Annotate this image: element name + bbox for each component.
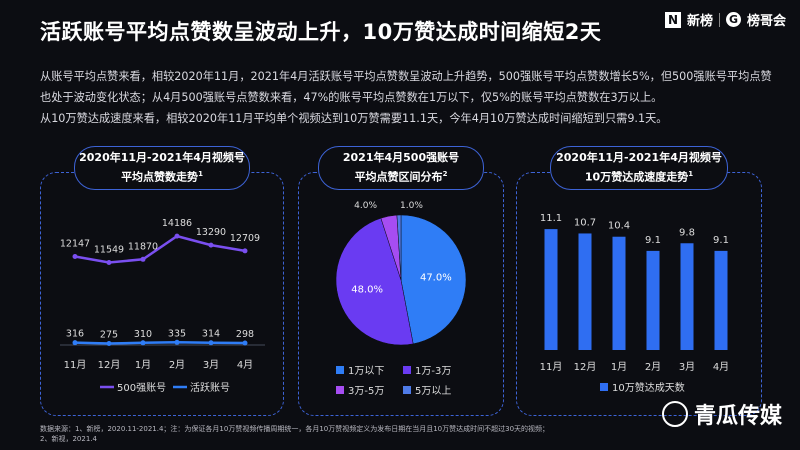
right-title-line1: 2020年11月-2021年4月视频号: [556, 151, 722, 165]
middle-chart-title: 2021年4月500强账号 平均点赞区间分布2: [318, 146, 484, 190]
footer-source-note: 数据来源：1、新榜，2020.11-2021.4；注：为保证各月10万赞视频传播…: [40, 425, 550, 443]
left-title-footnote: 1: [198, 170, 203, 179]
series-active-data-label: 310: [134, 329, 152, 340]
bar-x-tick-label: 2月: [645, 361, 661, 373]
series-500-point: [106, 260, 112, 266]
series-active-line: [74, 341, 246, 345]
series-500-line: [74, 234, 246, 264]
bar-data-label: 9.1: [713, 235, 729, 246]
bar-chart: 11.1 11月 10.7 12月 10.4 1月 9.1 2月 9.8 3月 9.1 4月 10万赞达…: [540, 213, 730, 394]
bar: [646, 250, 660, 350]
bar-data-label: 10.4: [608, 221, 630, 232]
mid-title-footnote: 2: [442, 170, 448, 179]
series-active-data-label: 314: [202, 329, 220, 340]
bar: [612, 236, 626, 350]
series-active-data-label: 275: [100, 330, 118, 341]
brand2-label: 榜哥会: [746, 14, 786, 29]
pie-legend-label: 5万以上: [415, 385, 451, 397]
line-x-tick-label: 1月: [135, 359, 151, 371]
bar-x-tick-label: 11月: [540, 361, 563, 373]
bar-x-tick-label: 1月: [611, 361, 627, 373]
series-500-point: [242, 248, 248, 254]
bangehui-logo-icon: G: [725, 12, 741, 27]
series-500-data-label: 11870: [128, 241, 158, 252]
line-chart: 11月 12月 1月 2月 3月 4月 12147 11549 11870 14186 13290 1…: [60, 218, 265, 394]
series-active-point: [106, 341, 112, 346]
line-x-tick-label: 2月: [169, 359, 185, 371]
bar: [578, 233, 592, 350]
series-500-data-label: 13290: [196, 227, 226, 238]
pie-data-label: 4.0%: [354, 201, 377, 211]
left-title-line1: 2020年11月-2021年4月视频号: [79, 151, 245, 165]
bar-data-label: 9.8: [679, 227, 695, 238]
line-x-tick-label: 4月: [237, 359, 253, 371]
series-500-data-label: 11549: [94, 245, 124, 256]
series-active-data-label: 335: [168, 328, 186, 339]
series-active-point: [208, 340, 214, 346]
series-active-point: [174, 339, 180, 345]
left-chart-title: 2020年11月-2021年4月视频号 平均点赞数走势1: [74, 146, 250, 190]
watermark-brand: 青瓜传媒: [661, 398, 782, 430]
pie-legend-swatch: [336, 386, 344, 394]
pie-legend-swatch: [403, 366, 411, 374]
pie-data-label: 1.0%: [400, 201, 423, 211]
right-title-line2: 10万赞达成速度走势: [584, 170, 689, 184]
pie-legend-swatch: [336, 366, 344, 374]
pie-legend-swatch: [403, 386, 411, 394]
mid-title-line1: 2021年4月500强账号: [342, 151, 460, 165]
bar-x-tick-label: 12月: [574, 361, 597, 373]
qinggua-logo-icon: [661, 401, 688, 427]
bar: [544, 229, 558, 350]
series-active-point: [72, 340, 78, 346]
series-active-data-label: 316: [66, 329, 84, 340]
logo-divider: [718, 12, 720, 27]
page-title: 活跃账号平均点赞数呈波动上升，10万赞达成时间缩短2天: [40, 20, 602, 44]
right-title-footnote: 1: [688, 170, 694, 179]
pie-data-label: 47.0%: [420, 273, 452, 284]
series-active-point: [242, 340, 248, 346]
bar-legend-swatch: [600, 383, 608, 391]
brand1-label: 新榜: [686, 14, 713, 29]
legend-500-label: 500强账号: [117, 382, 166, 394]
series-500-data-label: 14186: [162, 218, 192, 229]
pie-legend-label: 1万-3万: [415, 366, 451, 377]
bar-data-label: 9.1: [645, 235, 661, 246]
series-500-data-label: 12709: [230, 233, 260, 244]
series-500-data-label: 12147: [60, 239, 90, 250]
pie-legend-label: 3万-5万: [348, 386, 384, 397]
series-500-point: [140, 256, 146, 262]
pie-slice: [396, 214, 402, 281]
intro-paragraph-2: 从10万赞达成速度来看，相较2020年11月平均单个视频达到10万赞需要11.1…: [40, 112, 668, 125]
bar-data-label: 10.7: [574, 217, 596, 228]
bar-x-tick-label: 4月: [713, 361, 729, 373]
header-logos: N 新榜 G 榜哥会: [664, 10, 786, 29]
legend-active-label: 活跃账号: [190, 382, 230, 394]
line-x-tick-label: 12月: [98, 359, 121, 371]
intro-paragraph-1: 从账号平均点赞来看，相较2020年11月，2021年4月活跃账号平均点赞数呈波动…: [40, 70, 772, 104]
pie-legend-label: 1万以下: [348, 366, 384, 377]
series-active-data-label: 298: [236, 329, 254, 340]
series-500-point: [174, 233, 180, 239]
brand-label: 青瓜传媒: [693, 404, 782, 429]
line-x-tick-label: 3月: [203, 359, 219, 371]
mid-title-line2: 平均点赞区间分布: [354, 170, 443, 184]
bar: [714, 250, 728, 350]
series-500-point: [208, 242, 214, 248]
bar: [680, 243, 694, 350]
pie-data-label: 48.0%: [351, 285, 383, 296]
pie-chart: 47.0% 48.0% 4.0% 1.0% 1万以下 1万-3万 3万-5万 5万以上: [335, 201, 467, 397]
left-title-line2: 平均点赞数走势: [121, 170, 199, 184]
bar-x-tick-label: 3月: [679, 361, 695, 373]
intro-text: 从账号平均点赞来看，相较2020年11月，2021年4月活跃账号平均点赞数呈波动…: [40, 66, 780, 129]
newrank-logo-icon: N: [664, 11, 681, 28]
pie-slice: [335, 217, 414, 346]
series-500-point: [72, 254, 78, 260]
line-x-tick-label: 11月: [64, 359, 87, 371]
bar-legend-label: 10万赞达成天数: [612, 381, 685, 394]
pie-slice: [400, 214, 467, 345]
bar-data-label: 11.1: [540, 213, 562, 224]
right-chart-title: 2020年11月-2021年4月视频号 10万赞达成速度走势1: [550, 146, 728, 190]
series-active-point: [140, 340, 146, 346]
